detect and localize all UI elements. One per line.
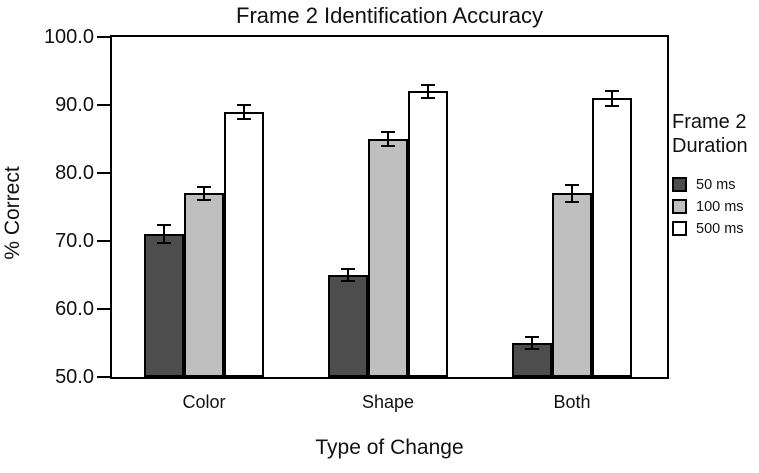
legend-title: Frame 2 Duration [672, 110, 758, 158]
legend-entry-100ms: 100 ms [672, 198, 758, 215]
y-tick-mark [97, 172, 110, 174]
error-bar-cap-bottom [237, 117, 251, 120]
legend-swatch-icon [672, 177, 687, 192]
error-bar-cap-bottom [565, 200, 579, 203]
bar-color-50ms [144, 234, 184, 377]
legend-entries: 50 ms 100 ms 500 ms [672, 176, 758, 237]
error-bar-cap-top [237, 104, 251, 106]
error-bar [347, 268, 349, 282]
legend-swatch-icon [672, 221, 687, 236]
bar-shape-500ms [408, 91, 448, 377]
error-bar-cap-bottom [341, 280, 355, 283]
error-bar [203, 186, 205, 201]
bar-shape-100ms [368, 139, 408, 377]
y-tick-mark [97, 104, 110, 106]
error-bar-cap-top [157, 224, 171, 227]
error-bar-cap-top [525, 335, 539, 338]
x-tick-label-shape: Shape [361, 392, 415, 412]
bar-color-500ms [224, 111, 264, 377]
y-tick-label: 50.0 [55, 366, 94, 388]
error-bar [427, 85, 429, 98]
bar-both-100ms [552, 193, 592, 377]
y-tick-label: 100.0 [43, 26, 94, 48]
error-bar-cap-top [381, 130, 395, 133]
chart-title: Frame 2 Identification Accuracy [236, 3, 543, 28]
error-bar-cap-top [565, 184, 579, 187]
error-bar [243, 105, 245, 119]
error-bar-cap-top [197, 185, 211, 188]
error-bar-cap-bottom [605, 104, 619, 107]
legend-swatch-icon [672, 199, 687, 214]
error-bar-cap-bottom [157, 242, 171, 245]
error-bar-cap-bottom [525, 348, 539, 351]
legend-entry-label: 500 ms [696, 220, 744, 237]
y-tick-label: 60.0 [55, 298, 94, 320]
error-bar [531, 336, 533, 350]
bar-both-500ms [592, 98, 632, 377]
error-bar-cap-bottom [421, 96, 435, 99]
x-axis-label: Type of Change [315, 436, 464, 459]
error-bar-cap-bottom [381, 145, 395, 148]
plot-area [110, 35, 669, 379]
bar-shape-50ms [328, 275, 368, 377]
legend-entry-500ms: 500 ms [672, 220, 758, 237]
y-tick-mark [97, 308, 110, 310]
y-tick-label: 90.0 [55, 94, 94, 116]
error-bar [387, 131, 389, 147]
error-bar-cap-top [341, 267, 355, 270]
error-bar-cap-top [605, 89, 619, 92]
y-tick-label: 80.0 [55, 162, 94, 184]
x-tick-label-both: Both [553, 392, 591, 412]
legend-entry-label: 100 ms [696, 198, 744, 215]
legend-entry-label: 50 ms [696, 176, 736, 193]
legend-title-line-1: Frame 2 [672, 111, 747, 133]
error-bar-cap-bottom [197, 199, 211, 202]
error-bar [611, 90, 613, 106]
y-tick-mark [97, 36, 110, 38]
error-bar [571, 185, 573, 202]
legend: Frame 2 Duration 50 ms 100 ms 500 ms [672, 110, 758, 243]
bar-color-100ms [184, 193, 224, 377]
legend-title-line-2: Duration [672, 135, 748, 157]
y-tick-mark [97, 376, 110, 378]
y-tick-mark [97, 240, 110, 242]
x-tick-label-color: Color [182, 392, 226, 412]
error-bar [163, 225, 165, 244]
legend-entry-50ms: 50 ms [672, 176, 758, 193]
y-tick-label: 70.0 [55, 230, 94, 252]
error-bar-cap-top [421, 84, 435, 87]
